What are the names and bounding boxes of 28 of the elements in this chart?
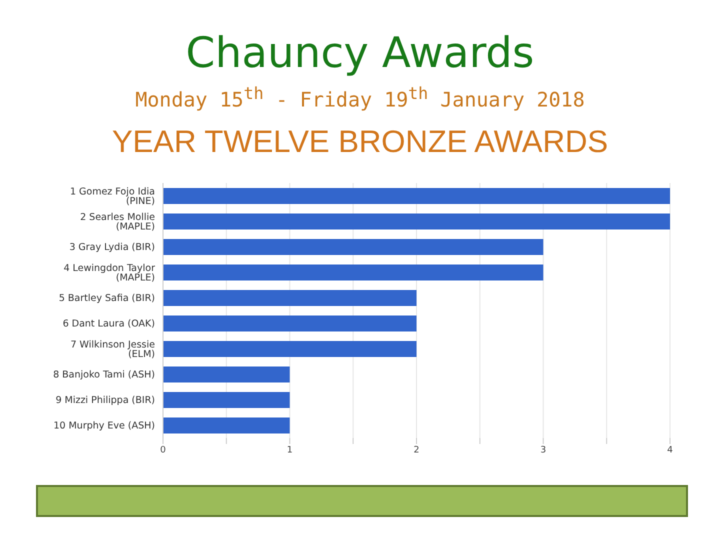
y-tick-label: 2 Searles Mollie (MAPLE)	[80, 212, 156, 232]
bar	[163, 264, 544, 280]
y-tick-label: 6 Dant Laura (OAK)	[62, 318, 155, 330]
x-tick-label: 2	[414, 445, 420, 456]
x-tick-label: 4	[667, 445, 674, 456]
y-tick-label: 4 Lewingdon Taylor (MAPLE)	[64, 262, 156, 284]
x-tick-label: 1	[286, 445, 293, 456]
bar	[163, 366, 290, 382]
x-tick-label: 0	[160, 445, 166, 456]
bar	[163, 188, 670, 204]
bar	[163, 290, 416, 306]
y-tick-label: 7 Wilkinson Jessie (ELM)	[70, 339, 156, 360]
bar	[163, 316, 416, 332]
bar	[163, 392, 290, 408]
x-tick-label: 3	[540, 445, 546, 456]
y-tick-label: 8 Banjoko Tami (ASH)	[53, 370, 155, 381]
chart-title: Chauncy Awards	[184, 28, 536, 78]
y-tick-label: 1 Gomez Fojo Idia (PINE)	[70, 186, 155, 207]
text: YEAR TWELVE BRONZE AWARDS	[110, 124, 610, 160]
y-tick-label: 5 Bartley Safia (BIR)	[58, 293, 155, 304]
chart-subtitle: Monday 15$^{th}$ - Friday 19$^{th}$ January 2018	[134, 84, 586, 112]
y-tick-label: 3 Gray Lydia (BIR)	[69, 242, 155, 254]
bar	[163, 214, 670, 230]
y-tick-label: 9 Mizzi Philippa (BIR)	[56, 395, 155, 406]
bar	[163, 418, 290, 434]
bar	[163, 239, 544, 255]
bar	[163, 341, 416, 357]
y-tick-label: 10 Murphy Eve (ASH)	[54, 420, 155, 432]
